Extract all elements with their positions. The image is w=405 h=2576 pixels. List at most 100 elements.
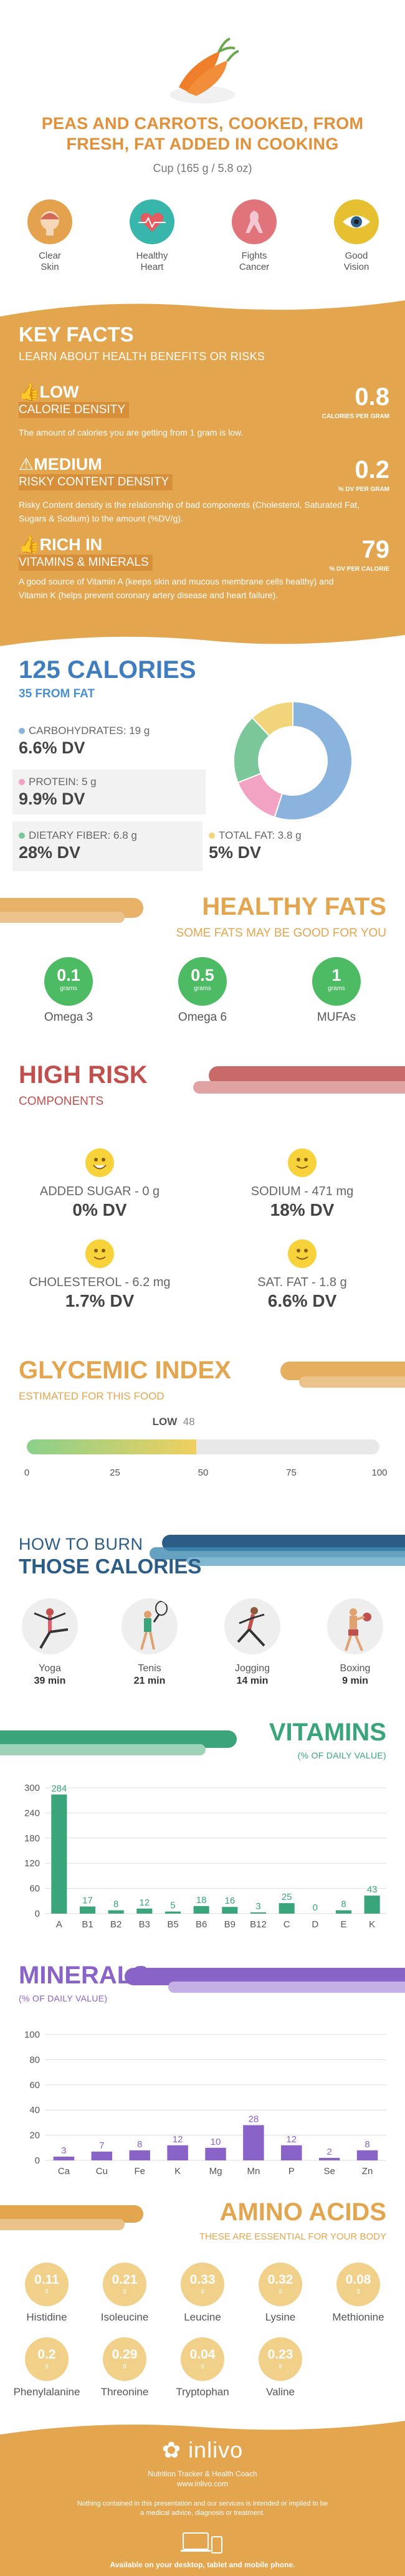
high-risk-title: HIGH RISK	[19, 1061, 148, 1089]
fact-description: The amount of calories you are getting f…	[19, 427, 244, 437]
nutrient-dv: 28% DV	[19, 843, 81, 862]
activity-jogging: Jogging 14 min	[215, 1598, 290, 1687]
glycemic-level-label: LOW 48	[153, 1416, 195, 1428]
decor-stripe	[193, 1081, 405, 1094]
bar-B1	[79, 1906, 96, 1914]
activity-yoga: Yoga 39 min	[12, 1598, 87, 1687]
benefit-label: Skin	[40, 262, 59, 272]
amino-unit: g	[123, 2362, 126, 2368]
thumbs-up-icon: 👍	[19, 535, 40, 554]
bar-value-label: 10	[211, 2137, 221, 2147]
brand-name: inlivo	[188, 2437, 244, 2463]
serving-size: Cup (165 g / 5.8 oz)	[153, 162, 252, 174]
boxing-icon	[327, 1598, 383, 1654]
fact-name: VITAMINS & MINERALS	[19, 555, 153, 571]
nutrient-label: PROTEIN: 5 g	[29, 776, 97, 788]
minerals-title: MINERALS	[19, 1962, 149, 1989]
x-tick-label: Se	[323, 2166, 335, 2177]
amino-isoleucine: 0.21 g Isoleucine	[87, 2263, 162, 2324]
decor-stripe	[0, 1744, 206, 1755]
bar-Mn	[243, 2125, 264, 2160]
x-tick-label: A	[56, 1919, 62, 1930]
benefit-label: Good	[345, 250, 368, 261]
y-tick-label: 0	[35, 2155, 40, 2166]
x-tick-label: Fe	[134, 2166, 145, 2177]
high-risk-section: HIGH RISK COMPONENTS ADDED SUGAR - 0 g 0…	[0, 1042, 405, 1329]
amino-leucine: 0.33 g Leucine	[165, 2263, 240, 2324]
decor-stripe	[0, 912, 125, 923]
amino-label: Leucine	[184, 2311, 221, 2323]
decor-stripe	[168, 1982, 405, 1993]
amino-label: Isoleucine	[100, 2311, 149, 2323]
wave-divider	[0, 298, 405, 317]
nutrient-label: TOTAL FAT: 3.8 g	[219, 829, 302, 841]
footer-brand[interactable]: ✿ inlivo	[0, 2437, 405, 2463]
x-tick-label: Cu	[96, 2166, 108, 2177]
amino-unit: g	[45, 2362, 49, 2368]
x-tick-label: B3	[139, 1919, 150, 1930]
amino-value: 0.21	[112, 2273, 138, 2287]
benefit-label: Cancer	[239, 262, 270, 272]
amino-unit: g	[356, 2287, 360, 2294]
amino-label: Histidine	[26, 2311, 67, 2323]
amino-label: Threonine	[100, 2386, 149, 2398]
activity-name: Boxing	[340, 1663, 371, 1674]
fact-vitamins-minerals: 👍RICH IN VITAMINS & MINERALS A good sour…	[19, 535, 389, 602]
glycemic-index-section: GLYCEMIC INDEX ESTIMATED FOR THIS FOOD L…	[0, 1329, 405, 1510]
face-icon	[27, 199, 72, 244]
footer-available: Available on your desktop, tablet and mo…	[110, 2560, 295, 2569]
fat-unit: grams	[60, 985, 77, 992]
smiley-icon	[85, 1239, 114, 1268]
bar-value-label: 7	[99, 2140, 104, 2151]
y-tick-label: 120	[24, 1858, 40, 1869]
legend-dot	[19, 832, 25, 839]
thumbs-up-icon: 👍	[19, 383, 40, 401]
footer-url[interactable]: www.inlivo.com	[176, 2479, 229, 2488]
fact-level: LOW	[39, 383, 79, 401]
fat-label: Omega 3	[44, 1011, 93, 1024]
decor-stripe	[299, 1376, 405, 1388]
amino-value: 0.2	[37, 2347, 56, 2362]
amino-unit: g	[279, 2287, 282, 2294]
bar-B12	[250, 1912, 267, 1914]
nutrient-label: DIETARY FIBER: 6.8 g	[29, 829, 137, 841]
nutrient-fat: TOTAL FAT: 3.8 g 5% DV	[209, 829, 302, 862]
x-tick-label: B5	[167, 1919, 178, 1930]
benefit-label: Heart	[140, 262, 164, 272]
amino-value: 0.11	[34, 2273, 59, 2287]
risk-added-sugar: ADDED SUGAR - 0 g 0% DV	[12, 1148, 187, 1220]
y-tick-label: 40	[29, 2105, 40, 2116]
amino-unit: g	[45, 2287, 49, 2294]
amino-acids-section: AMINO ACIDS THESE ARE ESSENTIAL FOR YOUR…	[0, 2189, 405, 2420]
x-tick-label: K	[369, 1919, 375, 1930]
bar-Fe	[129, 2150, 150, 2160]
nutrient-fiber: DIETARY FIBER: 6.8 g 28% DV	[19, 829, 137, 862]
ribbon-icon	[232, 199, 277, 244]
activity-name: Tenis	[138, 1663, 161, 1674]
fat-mufas: 1 grams MUFAs	[299, 957, 374, 1024]
risk-label: ADDED SUGAR - 0 g	[39, 1185, 160, 1198]
eye-icon	[334, 199, 379, 244]
jogging-icon	[224, 1598, 280, 1654]
fact-unit: % DV PER CALORIE	[329, 566, 389, 573]
x-tick-label: Mn	[247, 2166, 260, 2177]
x-tick-label: P	[288, 2166, 295, 2177]
bar-P	[281, 2145, 302, 2160]
risk-sat-fat: SAT. FAT - 1.8 g 6.6% DV	[215, 1239, 389, 1311]
fact-calorie-density: 👍LOW CALORIE DENSITY The amount of calor…	[19, 382, 389, 439]
minerals-bar-chart: 0 20 40 60 80 100 3 Ca 7 Cu 8 Fe 12 K 10 Mg 28 Mn 12 P 2 Se 8 Z…	[24, 2030, 386, 2177]
fact-value: 79	[361, 536, 390, 563]
wave-divider	[0, 2420, 405, 2435]
amino-label: Lysine	[265, 2311, 296, 2323]
amino-lysine: 0.32 g Lysine	[243, 2263, 318, 2324]
amino-value: 0.08	[345, 2273, 371, 2287]
amino-valine: 0.23 g Valine	[243, 2337, 318, 2398]
amino-value: 0.32	[267, 2273, 293, 2287]
benefit-good-vision: Good Vision	[322, 199, 391, 273]
y-tick-label: 20	[29, 2130, 40, 2141]
bar-B6	[193, 1906, 209, 1914]
glycemic-tick: 50	[198, 1467, 209, 1478]
nutrient-dv: 6.6% DV	[19, 738, 85, 757]
amino-unit: g	[201, 2362, 204, 2368]
healthy-fats-subtitle: SOME FATS MAY BE GOOD FOR YOU	[176, 927, 386, 940]
